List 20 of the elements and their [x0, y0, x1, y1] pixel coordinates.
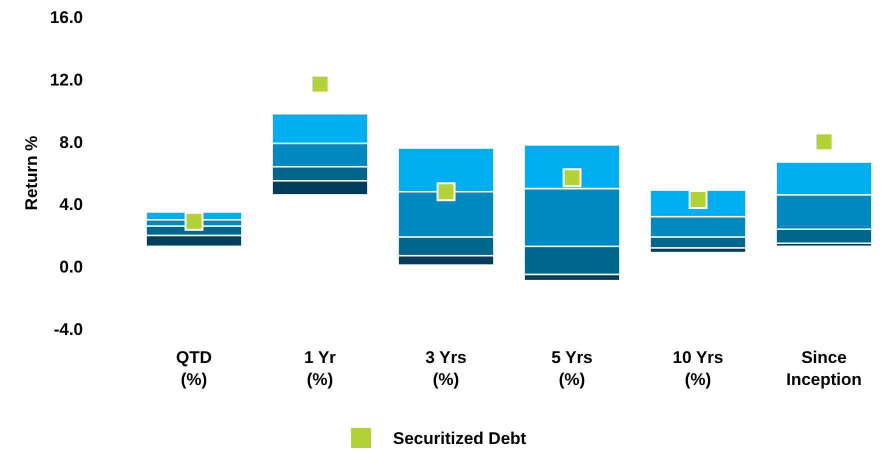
y-tick-label: 12.0 — [50, 70, 83, 90]
y-axis-title: Return % — [22, 136, 41, 210]
point — [562, 168, 582, 188]
y-tick-label: 8.0 — [59, 132, 83, 152]
x-tick-label: Since Inception — [786, 348, 862, 389]
x-tick-label: 1 Yr (%) — [304, 348, 336, 389]
y-tick-label: 4.0 — [59, 195, 83, 214]
y-tick-label: -4.0 — [54, 320, 83, 339]
point — [310, 74, 330, 94]
point — [688, 190, 708, 210]
x-tick-label: 3 Yrs (%) — [425, 348, 467, 389]
point — [814, 132, 834, 152]
x-tick-label: QTD (%) — [176, 348, 212, 389]
y-tick-label: 0.0 — [59, 258, 83, 277]
point — [436, 182, 456, 202]
legend-label: Securitized Debt — [393, 428, 527, 448]
x-tick-label: 5 Yrs (%) — [551, 348, 593, 389]
point — [184, 212, 204, 231]
y-tick-label: 16.0 — [50, 8, 83, 27]
x-tick-label: 10 Yrs (%) — [672, 348, 724, 389]
